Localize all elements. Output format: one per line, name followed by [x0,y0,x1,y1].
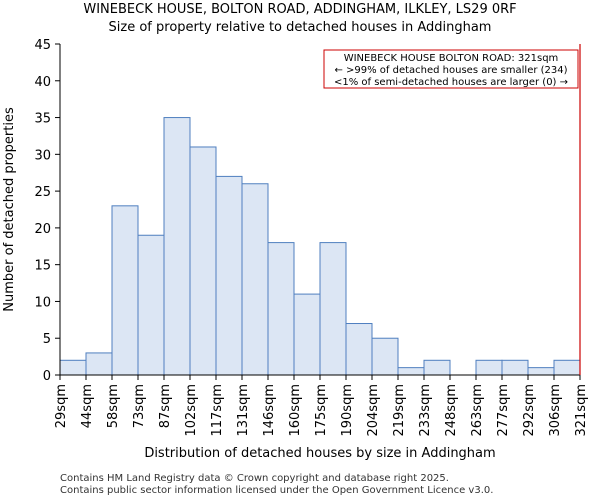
x-tick-label-263sqm: 263sqm [470,384,485,437]
x-tick-label-321sqm: 321sqm [574,384,589,437]
x-axis-label: Distribution of detached houses by size … [144,446,495,461]
annotation-border [323,49,579,89]
annotation-line-1: WINEBECK HOUSE BOLTON ROAD: 321sqm [344,53,559,64]
x-tick-label-87sqm: 87sqm [158,384,173,428]
y-tick-label: 35 [34,112,51,127]
annotation-box: WINEBECK HOUSE BOLTON ROAD: 321sqm ← >99… [323,49,579,89]
footer-line-1: Contains HM Land Registry data © Crown c… [60,473,449,484]
x-tick-label-73sqm: 73sqm [132,384,147,428]
bar-219sqm [397,367,425,376]
y-axis-label: Number of detached properties [2,107,17,312]
bar-73sqm [137,234,165,376]
x-ticks-group: 29sqm 44sqm 58sqm 73sqm 87sqm 102sqm 117sqm 131… [54,375,589,437]
y-tick-label: 10 [34,295,51,310]
x-tick-label-175sqm: 175sqm [314,384,329,437]
x-tick-label-204sqm: 204sqm [366,384,381,437]
bar-102sqm [189,146,217,376]
x-tick-label-117sqm: 117sqm [210,384,225,437]
x-tick-label-29sqm: 29sqm [54,384,69,428]
bar-87sqm [163,117,191,376]
x-tick-label-292sqm: 292sqm [522,384,537,437]
y-tick-label: 0 [43,369,51,384]
bar-263sqm [475,359,503,376]
bar-146sqm [267,242,295,376]
annotation-line-3: <1% of semi-detached houses are larger (… [334,77,568,88]
x-tick-label-58sqm: 58sqm [106,384,121,428]
bar-306sqm [553,359,581,376]
y-tick-label: 15 [34,259,51,274]
bars-group [59,117,581,376]
bar-29sqm [59,359,87,376]
y-tick-label: 25 [34,185,51,200]
x-tick-label-131sqm: 131sqm [236,384,251,437]
y-tick-label: 20 [34,222,51,237]
bar-117sqm [215,175,243,376]
bar-204sqm [371,337,399,376]
bar-chart: 0 5 10 15 20 25 30 35 40 45 29sqm 44sqm 58sqm 73sqm 8… [2,38,589,461]
x-tick-label-102sqm: 102sqm [184,384,199,437]
bar-175sqm [319,242,347,376]
bar-58sqm [111,205,139,376]
x-tick-label-248sqm: 248sqm [444,384,459,437]
chart-title: WINEBECK HOUSE, BOLTON ROAD, ADDINGHAM, … [83,2,517,17]
bar-233sqm [423,359,451,376]
bar-160sqm [293,293,321,376]
y-tick-label: 5 [43,332,51,347]
bar-292sqm [527,367,555,376]
x-tick-label-219sqm: 219sqm [392,384,407,437]
x-tick-label-44sqm: 44sqm [80,384,95,428]
bar-277sqm [501,359,529,376]
y-tick-label: 30 [34,148,51,163]
x-tick-label-233sqm: 233sqm [418,384,433,437]
y-ticks-group: 0 5 10 15 20 25 30 35 40 45 [34,38,60,384]
y-tick-label: 45 [34,38,51,53]
x-tick-label-190sqm: 190sqm [340,384,355,437]
bar-44sqm [85,352,113,376]
x-tick-label-277sqm: 277sqm [496,384,511,437]
annotation-line-2: ← >99% of detached houses are smaller (2… [334,65,567,76]
bar-190sqm [345,323,373,376]
x-tick-label-146sqm: 146sqm [262,384,277,437]
x-tick-label-306sqm: 306sqm [548,384,563,437]
footer-line-2: Contains public sector information licen… [60,485,494,496]
y-tick-label: 40 [34,75,51,90]
bar-131sqm [241,183,269,376]
chart-subtitle: Size of property relative to detached ho… [108,20,492,35]
x-tick-label-160sqm: 160sqm [288,384,303,437]
